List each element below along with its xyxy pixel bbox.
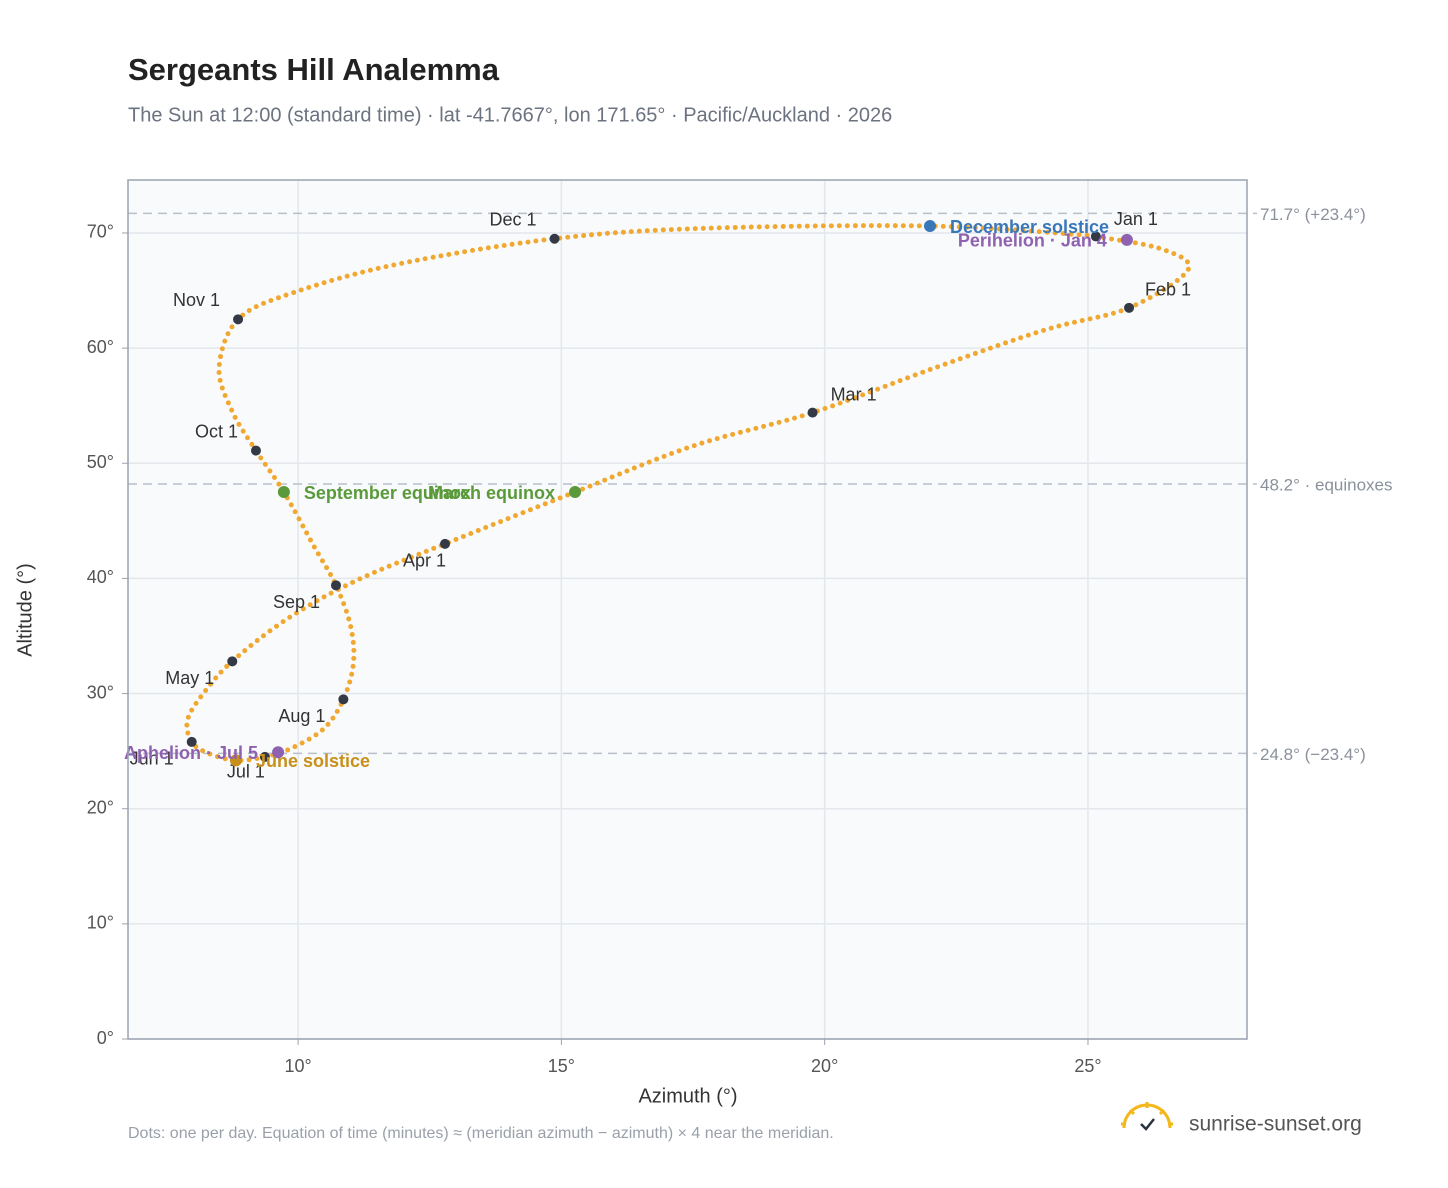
logo-check	[1140, 1118, 1155, 1131]
month-label: Mar 1	[831, 384, 877, 404]
month-marker	[250, 445, 261, 456]
logo	[1121, 1102, 1173, 1131]
marks: Jan 1 Feb 1 Mar 1 Apr 1 May 1 Jun 1 Jul 1 Aug 1…	[124, 209, 1192, 782]
logo-sun	[1122, 1103, 1172, 1129]
event-marker	[923, 220, 936, 233]
event-label: September equinox	[304, 483, 471, 503]
x-tick-label: 15°	[548, 1056, 575, 1076]
month-marker	[1090, 231, 1101, 242]
y-tick-label: 30°	[87, 682, 114, 702]
month-marker	[1124, 302, 1135, 313]
reference-label: 71.7° (+23.4°)	[1260, 205, 1366, 224]
y-tick-label: 50°	[87, 452, 114, 472]
month-label: Nov 1	[173, 290, 220, 310]
y-tick-label: 60°	[87, 337, 114, 357]
month-marker	[233, 314, 244, 325]
month-marker	[227, 656, 238, 667]
y-tick-label: 70°	[87, 222, 114, 242]
event-label: December solstice	[950, 217, 1109, 237]
month-label: Sep 1	[273, 592, 320, 612]
event-marker	[569, 486, 582, 499]
y-tick-label: 0°	[97, 1028, 114, 1048]
event-marker	[229, 754, 242, 767]
month-label: Jan 1	[1114, 209, 1158, 229]
event-marker	[272, 746, 285, 759]
event-label: March equinox	[428, 483, 555, 503]
month-label: Aug 1	[278, 706, 325, 726]
plot-frame	[127, 179, 1248, 1040]
event-label: Perihelion · Jan 4	[958, 231, 1107, 251]
month-marker	[807, 407, 818, 418]
grid	[128, 180, 1257, 1040]
event-label: Aphelion · Jul 5	[124, 743, 258, 763]
x-axis-label: Azimuth (°)	[638, 1085, 737, 1107]
month-marker	[259, 751, 270, 762]
month-label: Feb 1	[1145, 280, 1191, 300]
month-marker	[186, 736, 197, 747]
x-tick-label: 10°	[284, 1056, 311, 1076]
reference-label: 24.8° (−23.4°)	[1260, 745, 1366, 764]
chart-title: Sergeants Hill Analemma	[128, 52, 500, 87]
x-tick-label: 25°	[1074, 1056, 1101, 1076]
y-axis-label: Altitude (°)	[14, 563, 36, 657]
logo-ray	[1158, 1108, 1166, 1116]
month-label: Dec 1	[490, 209, 537, 229]
event-label: June solstice	[256, 751, 370, 771]
y-tick-label: 10°	[87, 913, 114, 933]
logo-ray	[1128, 1108, 1136, 1116]
month-marker	[331, 580, 342, 591]
y-tick-label: 40°	[87, 567, 114, 587]
month-marker	[440, 538, 451, 549]
y-tick-label: 20°	[87, 797, 114, 817]
month-marker	[338, 694, 349, 705]
footnote: Dots: one per day. Equation of time (min…	[128, 1125, 834, 1142]
reference-label: 48.2° · equinoxes	[1260, 475, 1393, 494]
month-label: Jul 1	[227, 762, 265, 782]
event-marker	[1120, 233, 1133, 246]
month-label: May 1	[165, 668, 214, 688]
x-tick-label: 20°	[811, 1056, 838, 1076]
month-label: Apr 1	[403, 551, 446, 571]
month-marker	[549, 233, 560, 244]
chart-subtitle: The Sun at 12:00 (standard time) · lat -…	[128, 104, 892, 126]
plot-area	[128, 180, 1247, 1039]
month-label: Jun 1	[130, 749, 174, 769]
event-marker	[277, 486, 290, 499]
source: sunrise-sunset.org	[1189, 1113, 1362, 1136]
month-label: Oct 1	[195, 421, 238, 441]
